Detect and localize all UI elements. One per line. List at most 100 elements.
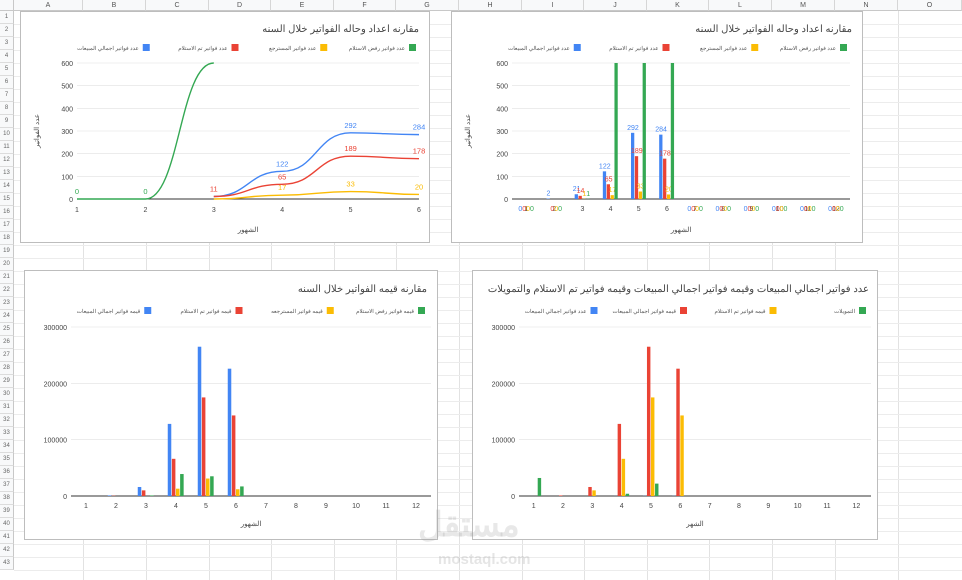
legend-label: عدد فواتير اجمالي المبيعات: [525, 308, 587, 315]
column-header[interactable]: C: [146, 0, 209, 11]
column-header[interactable]: G: [396, 0, 459, 11]
series-line: [76, 62, 214, 200]
row-header[interactable]: 13: [0, 167, 14, 180]
x-tick-label: 4: [280, 207, 284, 214]
column-header[interactable]: A: [14, 0, 83, 11]
row-header[interactable]: 39: [0, 505, 14, 518]
chart-invoice-counts-bar[interactable]: مقارنه اعداد وحاله الفواتير خلال السنه ع…: [451, 11, 863, 243]
column-header[interactable]: D: [209, 0, 271, 11]
row-header[interactable]: 20: [0, 258, 14, 271]
row-header[interactable]: 42: [0, 544, 14, 557]
row-header[interactable]: 1: [0, 11, 14, 24]
bar: [606, 184, 610, 199]
row-header[interactable]: 24: [0, 310, 14, 323]
y-tick-label: 200: [61, 152, 73, 159]
legend-label: عدد فواتير المسترجع: [700, 45, 747, 52]
row-header[interactable]: 38: [0, 492, 14, 505]
row-header[interactable]: 10: [0, 128, 14, 141]
column-header[interactable]: H: [459, 0, 522, 11]
legend-label: عدد فواتير رفض الاستلام: [780, 45, 836, 52]
x-tick-label: 8: [721, 206, 725, 213]
column-header[interactable]: I: [522, 0, 584, 11]
row-header[interactable]: 26: [0, 336, 14, 349]
bar: [167, 423, 172, 496]
row-header[interactable]: 3: [0, 37, 14, 50]
row-header[interactable]: 9: [0, 115, 14, 128]
chart-title: مقارنه اعداد وحاله الفواتير خلال السنه: [262, 24, 419, 35]
select-all-corner[interactable]: [0, 0, 14, 11]
bar: [676, 368, 680, 496]
row-header[interactable]: 8: [0, 102, 14, 115]
row-header[interactable]: 36: [0, 466, 14, 479]
data-label: 33: [346, 180, 354, 189]
column-header[interactable]: M: [772, 0, 835, 11]
row-header[interactable]: 21: [0, 271, 14, 284]
row-header[interactable]: 22: [0, 284, 14, 297]
row-header[interactable]: 32: [0, 414, 14, 427]
data-label: 0: [804, 206, 808, 213]
row-header[interactable]: 6: [0, 76, 14, 89]
row-header[interactable]: 5: [0, 63, 14, 76]
data-label: 0: [691, 206, 695, 213]
x-tick-label: 9: [766, 503, 770, 510]
row-header[interactable]: 23: [0, 297, 14, 310]
column-header[interactable]: J: [584, 0, 647, 11]
legend-label: قيمه فواتير تم الاستلام: [714, 308, 765, 315]
bar: [578, 195, 582, 199]
row-header[interactable]: 27: [0, 349, 14, 362]
column-header[interactable]: B: [83, 0, 146, 11]
row-header[interactable]: 12: [0, 154, 14, 167]
row-header[interactable]: 25: [0, 323, 14, 336]
legend-swatch: [409, 44, 416, 51]
column-header[interactable]: O: [898, 0, 962, 11]
row-header[interactable]: 17: [0, 219, 14, 232]
chart-sales-financing-bar[interactable]: عدد فواتير اجمالي المبيعات وقيمه فواتير …: [472, 270, 878, 540]
legend-swatch: [235, 307, 243, 314]
row-header[interactable]: 28: [0, 362, 14, 375]
data-label: 122: [599, 163, 611, 170]
column-header[interactable]: K: [647, 0, 709, 11]
x-tick-label: 9: [324, 503, 328, 510]
row-header[interactable]: 2: [0, 24, 14, 37]
data-label: 0: [558, 206, 562, 213]
row-header[interactable]: 11: [0, 141, 14, 154]
row-header[interactable]: 16: [0, 206, 14, 219]
row-header[interactable]: 33: [0, 427, 14, 440]
row-header[interactable]: 31: [0, 401, 14, 414]
row-header[interactable]: 15: [0, 193, 14, 206]
row-header[interactable]: 14: [0, 180, 14, 193]
row-header[interactable]: 37: [0, 479, 14, 492]
data-label: 0: [75, 187, 79, 196]
legend-label: قيمه فواتير المسترجعه: [271, 308, 323, 315]
x-tick-label: 11: [382, 503, 389, 510]
row-header[interactable]: 35: [0, 453, 14, 466]
y-tick-label: 300: [496, 129, 508, 136]
row-header[interactable]: 4: [0, 50, 14, 63]
row-header[interactable]: 41: [0, 531, 14, 544]
column-header[interactable]: N: [835, 0, 898, 11]
chart-invoice-values-bar[interactable]: مقارنه قيمه الفواتير خلال السنه قيمه فوا…: [24, 270, 438, 540]
column-header[interactable]: F: [334, 0, 396, 11]
series-line: [213, 132, 420, 198]
data-label: 0: [776, 206, 780, 213]
row-header[interactable]: 40: [0, 518, 14, 531]
row-header[interactable]: 43: [0, 557, 14, 570]
bar: [621, 458, 626, 496]
row-header[interactable]: 34: [0, 440, 14, 453]
row-header[interactable]: 19: [0, 245, 14, 258]
x-tick-label: 2: [114, 503, 118, 510]
bar: [670, 63, 675, 199]
row-header[interactable]: 7: [0, 89, 14, 102]
data-label: 0: [550, 206, 554, 213]
watermark-latin: mostaql.com: [438, 551, 531, 568]
row-header[interactable]: 18: [0, 232, 14, 245]
column-header[interactable]: L: [709, 0, 772, 11]
grid-line: [14, 245, 962, 246]
legend-swatch: [840, 44, 847, 51]
y-tick-label: 400: [61, 106, 73, 113]
column-header[interactable]: E: [271, 0, 334, 11]
row-header[interactable]: 30: [0, 388, 14, 401]
chart-invoice-counts-line[interactable]: مقارنه اعداد وحاله الفواتير خلال السنه ع…: [20, 11, 430, 243]
chart-title: مقارنه اعداد وحاله الفواتير خلال السنه: [695, 24, 852, 35]
row-header[interactable]: 29: [0, 375, 14, 388]
